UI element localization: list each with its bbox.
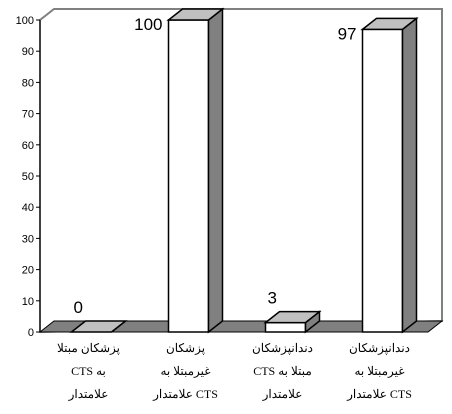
bar: [263, 310, 322, 334]
category-label-line: مبتلا به CTS: [253, 364, 312, 378]
category-label-line: غیرمبتلا به: [354, 364, 404, 378]
data-label: 0: [74, 298, 83, 317]
category-label-line: دندانپزشکان: [349, 341, 410, 355]
x-axis-categories: پزشکان مبتلا به CTS علامتدار پزشکان غیرمبتلا…: [57, 341, 412, 401]
bar: [360, 16, 419, 334]
y-tick-label: 80: [22, 77, 34, 89]
category-label: پزشکان غیرمبتلا به CTS علامتدار: [152, 341, 218, 401]
bar-top: [166, 8, 225, 21]
bar-top: [360, 17, 419, 31]
bars: [69, 7, 419, 334]
bar-side: [401, 16, 418, 334]
bar: [69, 320, 128, 333]
bar-top: [263, 310, 322, 324]
y-tick-label: 30: [22, 233, 34, 245]
bar-top: [69, 320, 128, 333]
bar-front: [167, 19, 210, 333]
category-label-line: علامتدار: [68, 387, 109, 401]
y-tick-label: 60: [22, 140, 34, 152]
category-label: دندانپزشکان مبتلا به CTS علامتدار: [252, 341, 313, 401]
category-label-line: به CTS: [71, 364, 106, 378]
data-labels: 0 100 3 97: [74, 15, 357, 317]
y-axis: 0 10 20 30 40 50 60 70 80 90 100: [16, 15, 41, 339]
y-tick-label: 10: [22, 296, 34, 308]
category-label-line: علامتدار: [262, 387, 303, 401]
category-label-line: CTS علامتدار: [152, 387, 218, 401]
y-tick-label: 90: [22, 46, 34, 58]
bar: [166, 7, 225, 334]
category-label-line: غیرمبتلا به: [160, 364, 210, 378]
y-tick-label: 0: [28, 327, 34, 339]
data-label: 97: [338, 24, 357, 43]
y-tick-label: 100: [16, 15, 34, 27]
y-tick-label: 20: [22, 265, 34, 277]
data-label: 100: [134, 15, 162, 34]
y-tick-label: 50: [22, 171, 34, 183]
category-label-line: پزشکان مبتلا: [57, 341, 120, 355]
category-label-line: پزشکان: [166, 341, 205, 355]
category-label-line: دندانپزشکان: [252, 341, 313, 355]
bar-front: [361, 28, 404, 333]
category-label: پزشکان مبتلا به CTS علامتدار: [57, 341, 120, 401]
bar-front: [264, 321, 307, 333]
data-label: 3: [268, 289, 277, 308]
y-tick-label: 70: [22, 109, 34, 121]
y-tick-label: 40: [22, 202, 34, 214]
bar-side: [207, 7, 224, 334]
category-label: دندانپزشکان غیرمبتلا به CTS علامتدار: [346, 341, 412, 401]
category-label-line: CTS علامتدار: [346, 387, 412, 401]
